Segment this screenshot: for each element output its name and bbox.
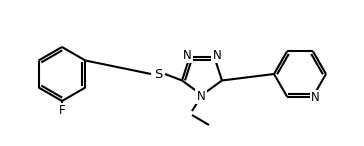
Text: N: N <box>197 90 205 103</box>
Text: N: N <box>183 49 191 62</box>
Text: N: N <box>311 91 320 104</box>
Text: N: N <box>213 49 221 62</box>
Text: S: S <box>154 67 162 80</box>
Text: F: F <box>59 105 65 118</box>
